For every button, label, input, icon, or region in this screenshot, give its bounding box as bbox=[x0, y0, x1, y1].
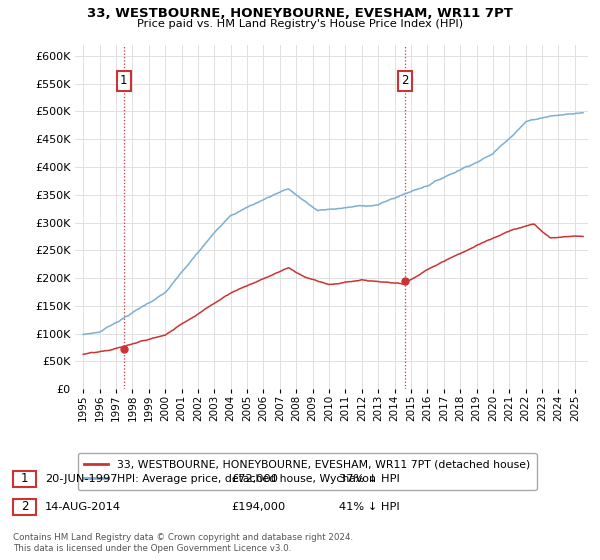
Legend: 33, WESTBOURNE, HONEYBOURNE, EVESHAM, WR11 7PT (detached house), HPI: Average pr: 33, WESTBOURNE, HONEYBOURNE, EVESHAM, WR… bbox=[78, 453, 536, 491]
Text: 14-AUG-2014: 14-AUG-2014 bbox=[45, 502, 121, 512]
Text: 2: 2 bbox=[401, 74, 409, 87]
Text: 1: 1 bbox=[120, 74, 127, 87]
Text: £194,000: £194,000 bbox=[231, 502, 285, 512]
Text: 37% ↓ HPI: 37% ↓ HPI bbox=[339, 474, 400, 484]
Text: 20-JUN-1997: 20-JUN-1997 bbox=[45, 474, 118, 484]
Text: 1: 1 bbox=[21, 472, 28, 486]
Text: £72,000: £72,000 bbox=[231, 474, 278, 484]
Text: 41% ↓ HPI: 41% ↓ HPI bbox=[339, 502, 400, 512]
Text: 33, WESTBOURNE, HONEYBOURNE, EVESHAM, WR11 7PT: 33, WESTBOURNE, HONEYBOURNE, EVESHAM, WR… bbox=[87, 7, 513, 20]
Text: Contains HM Land Registry data © Crown copyright and database right 2024.
This d: Contains HM Land Registry data © Crown c… bbox=[13, 533, 353, 553]
Text: Price paid vs. HM Land Registry's House Price Index (HPI): Price paid vs. HM Land Registry's House … bbox=[137, 19, 463, 29]
Text: 2: 2 bbox=[21, 500, 28, 514]
